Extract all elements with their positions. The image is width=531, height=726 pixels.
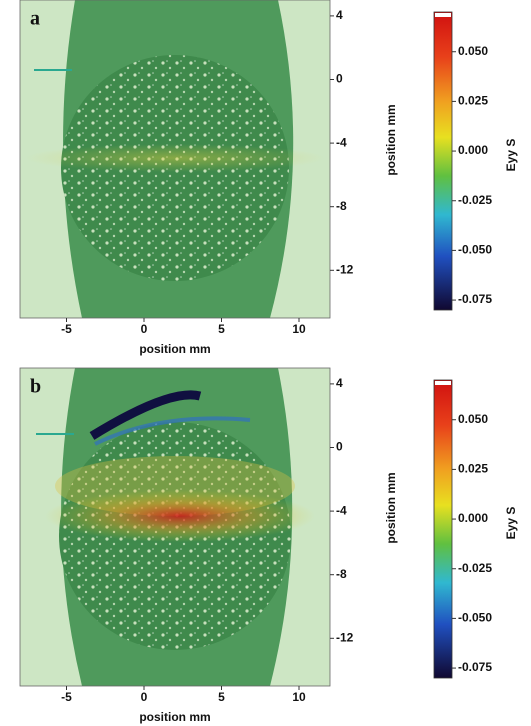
y-tick-label: 4: [336, 376, 343, 390]
x-tick-label: 5: [218, 322, 225, 336]
y-tick-label: 4: [336, 8, 343, 22]
colorbar-tick-label: -0.075: [458, 292, 492, 306]
colorbar-cap: [435, 381, 451, 385]
axes-frame: [19, 367, 331, 687]
y-tick-label: -12: [336, 262, 354, 276]
x-axis-label: position mm: [139, 342, 210, 356]
colorbar: [433, 379, 453, 679]
colorbar-tick-label: 0.000: [458, 511, 488, 525]
y-tick-label: 0: [336, 72, 343, 86]
axes-frame: [19, 0, 331, 319]
x-tick-label: 10: [292, 322, 306, 336]
y-tick-label: -8: [336, 199, 347, 213]
y-tick-label: -4: [336, 503, 347, 517]
panel-label: b: [30, 376, 41, 398]
colorbar: [433, 11, 453, 311]
colorbar-label: Eyy S: [504, 139, 518, 172]
colorbar-tick-label: 0.050: [458, 412, 488, 426]
colorbar-tick-label: -0.050: [458, 243, 492, 257]
panel: b -5 0 5 10 position mm 4 0 -4 -8 -12 position mm 0.…: [19, 367, 518, 724]
x-tick-label: -5: [61, 322, 72, 336]
y-axis-label: position mm: [384, 472, 398, 543]
colorbar-tick-label: -0.025: [458, 561, 492, 575]
panel-label: a: [30, 8, 40, 30]
panel: a -5 0 5 10 position mm 4 0 -4 -8 -12 position mm 0.…: [19, 0, 518, 356]
specimen-image: [20, 368, 330, 686]
x-tick-label: 10: [292, 690, 306, 704]
x-tick-label: 0: [141, 690, 148, 704]
y-tick-label: 0: [336, 440, 343, 454]
colorbar-label: Eyy S: [504, 507, 518, 540]
y-tick-label: -8: [336, 567, 347, 581]
colorbar-tick-label: 0.000: [458, 143, 488, 157]
specimen-image: [20, 0, 330, 318]
colorbar-tick-label: -0.050: [458, 611, 492, 625]
y-tick-label: -4: [336, 135, 347, 149]
x-axis-label: position mm: [139, 710, 210, 724]
colorbar-cap: [435, 13, 451, 17]
colorbar-tick-label: 0.025: [458, 94, 488, 108]
colorbar-tick-label: 0.025: [458, 462, 488, 476]
x-tick-label: 5: [218, 690, 225, 704]
y-tick-label: -12: [336, 630, 354, 644]
y-axis-label: position mm: [384, 104, 398, 175]
x-tick-label: 0: [141, 322, 148, 336]
colorbar-tick-label: -0.025: [458, 193, 492, 207]
colorbar-tick-label: -0.075: [458, 660, 492, 674]
x-tick-label: -5: [61, 690, 72, 704]
colorbar-tick-label: 0.050: [458, 44, 488, 58]
